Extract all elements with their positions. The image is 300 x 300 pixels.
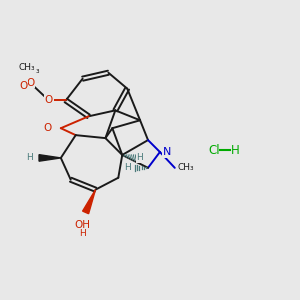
Text: O: O <box>26 78 34 88</box>
Text: H: H <box>136 153 143 162</box>
Text: N: N <box>163 147 171 157</box>
Text: H: H <box>124 163 131 172</box>
Text: H: H <box>231 143 240 157</box>
Text: OH: OH <box>75 220 91 230</box>
Text: CH₃: CH₃ <box>19 63 35 72</box>
Text: O: O <box>45 95 53 106</box>
Text: O: O <box>19 81 27 91</box>
Polygon shape <box>39 155 61 161</box>
Polygon shape <box>82 190 95 214</box>
Text: CH₃: CH₃ <box>178 163 194 172</box>
Text: CH₃: CH₃ <box>23 66 40 75</box>
Text: H: H <box>26 153 33 162</box>
Text: H: H <box>79 229 86 238</box>
Text: O: O <box>44 123 52 133</box>
Text: O: O <box>45 95 53 106</box>
Text: Cl: Cl <box>208 143 220 157</box>
